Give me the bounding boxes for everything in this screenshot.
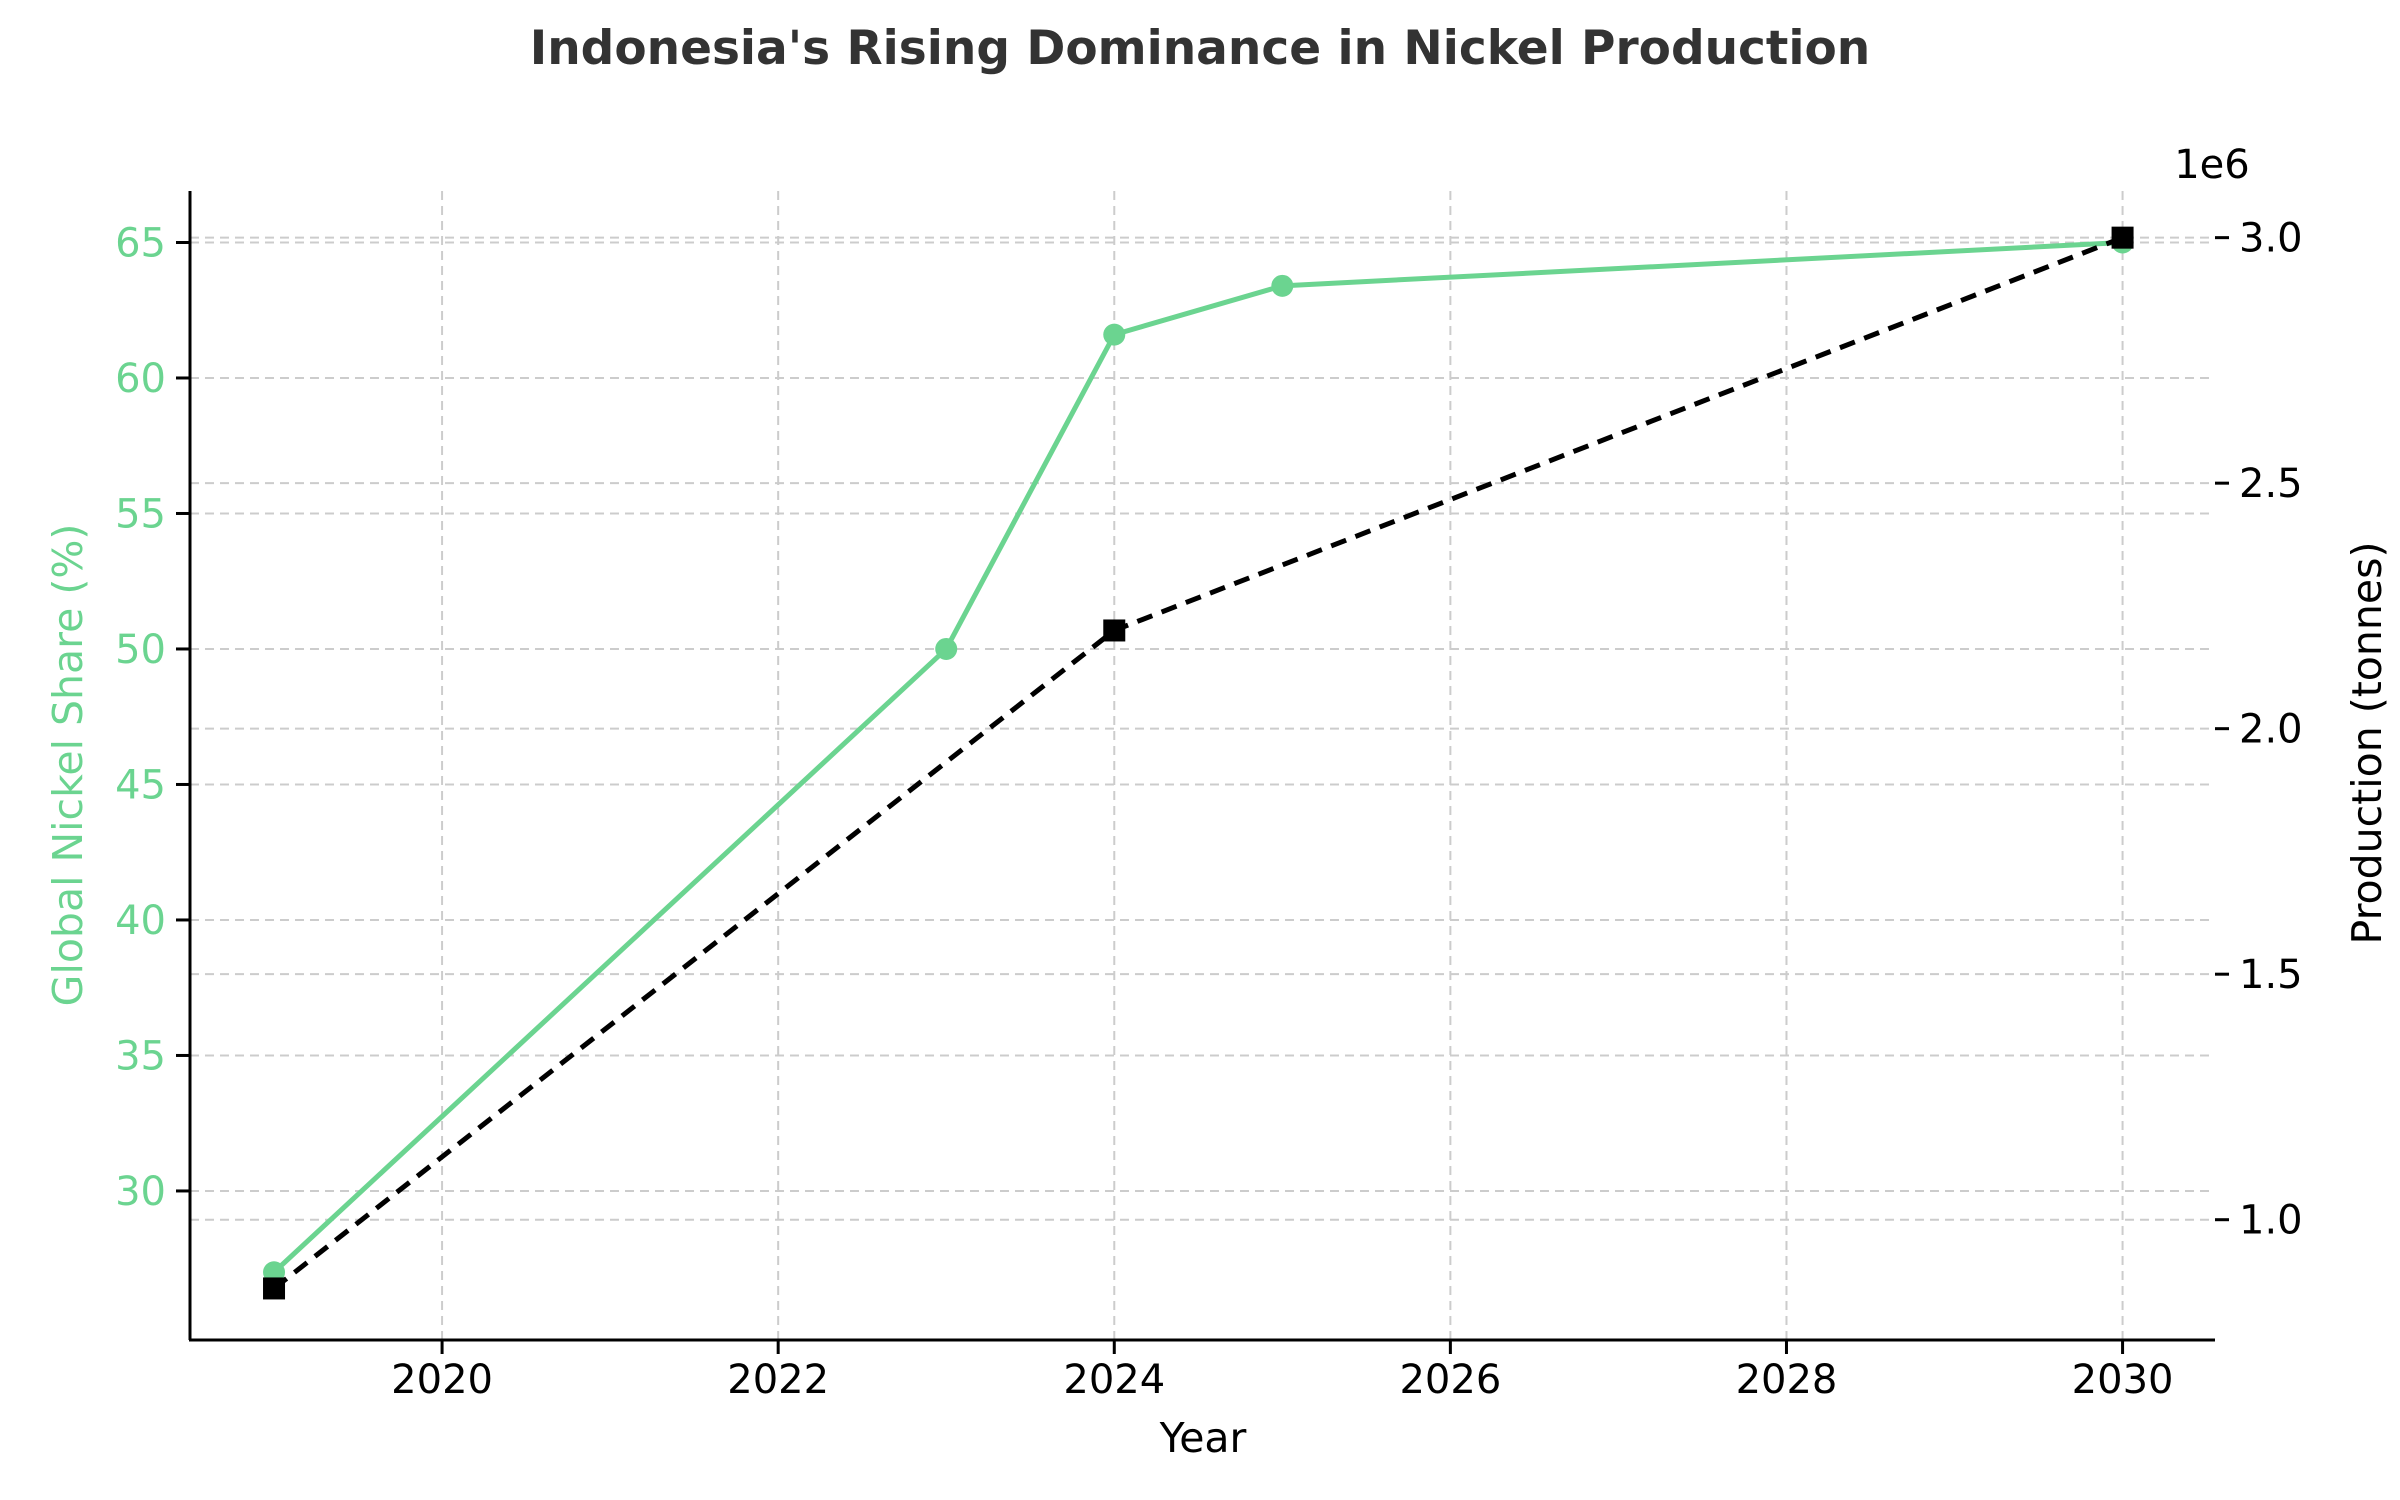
y-right-tick-label: 1.0 xyxy=(2239,1198,2303,1244)
y-left-tick-label: 30 xyxy=(115,1169,166,1215)
y-right-axis-label: Production (tonnes) xyxy=(2343,542,2391,945)
y-left-tick-label: 35 xyxy=(115,1033,166,1079)
share-point xyxy=(935,637,958,660)
y-left-tick-label: 45 xyxy=(115,762,166,808)
x-tick-label: 2028 xyxy=(1736,1357,1838,1403)
series-layer xyxy=(263,226,2134,1300)
chart-title: Indonesia's Rising Dominance in Nickel P… xyxy=(530,21,1871,76)
x-tick-label: 2024 xyxy=(1063,1357,1165,1403)
right-axis-offset-label: 1e6 xyxy=(2174,142,2250,188)
production-line xyxy=(272,235,2124,1291)
x-axis-label: Year xyxy=(1159,1414,1247,1462)
grid xyxy=(190,191,2215,1340)
y-right-tick-label: 1.5 xyxy=(2239,952,2303,998)
production-point xyxy=(263,1277,286,1300)
share-point xyxy=(1103,323,1126,346)
y-left-tick-label: 55 xyxy=(115,491,166,537)
y-right-tick-label: 2.5 xyxy=(2239,461,2303,507)
y-right-tick-label: 3.0 xyxy=(2239,216,2303,262)
production-point xyxy=(1103,619,1126,642)
x-tick-label: 2030 xyxy=(2072,1357,2174,1403)
y-left-tick-label: 60 xyxy=(115,356,166,402)
share-line xyxy=(271,239,2126,1275)
y-left-tick-label: 50 xyxy=(115,627,166,673)
x-tick-label: 2022 xyxy=(727,1357,829,1403)
axes xyxy=(188,191,2215,1342)
y-left-axis-label: Global Nickel Share (%) xyxy=(44,524,92,1007)
x-tick-label: 2026 xyxy=(1399,1357,1501,1403)
y-left-tick-label: 40 xyxy=(115,898,166,944)
y-right-tick-label: 2.0 xyxy=(2239,707,2303,753)
production-point xyxy=(2111,226,2134,249)
x-tick-label: 2020 xyxy=(391,1357,493,1403)
y-left-tick-label: 65 xyxy=(115,220,166,266)
ticks: 2020 2022 2024 2026 2028 2030 30 35 40 45 50 55 60 65… xyxy=(115,216,2303,1403)
share-point xyxy=(1271,274,1294,297)
